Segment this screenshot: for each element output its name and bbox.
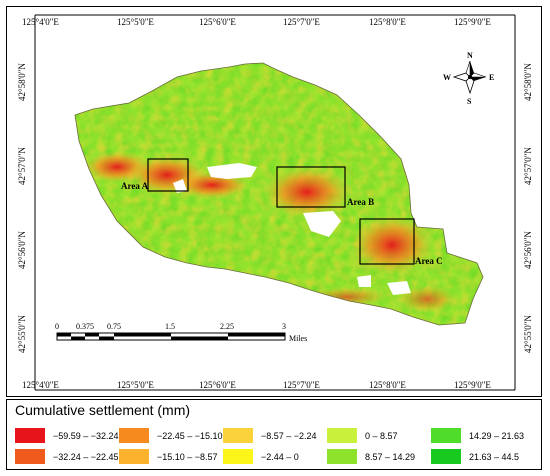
legend-label: −22.45 – −15.10: [157, 430, 223, 441]
legend-swatch: [431, 428, 461, 443]
legend-item: 14.29 – 21.63: [431, 428, 524, 443]
scale-tick: 0.75: [107, 322, 121, 331]
lat-tick-right: 42°57'0"N: [523, 147, 533, 185]
legend-item: −32.24 – −22.45: [15, 449, 119, 464]
area-a-label: Area A: [121, 181, 149, 191]
legend-item: −15.10 – −8.57: [119, 449, 218, 464]
lon-tick-top: 125°7'0"E: [283, 17, 320, 27]
lon-tick-top: 125°5'0"E: [117, 17, 154, 27]
longitude-labels-bottom: 125°4'0"E 125°5'0"E 125°6'0"E 125°7'0"E …: [22, 380, 491, 390]
lon-tick-top: 125°6'0"E: [199, 17, 236, 27]
area-c: Area C: [359, 218, 443, 266]
area-b: Area B: [276, 166, 374, 208]
legend-item: −59.59 – −32.24: [15, 428, 119, 443]
lon-tick-top: 125°8'0"E: [369, 17, 406, 27]
scale-unit: Miles: [289, 334, 307, 343]
legend-swatch: [119, 428, 149, 443]
lon-tick-bottom: 125°6'0"E: [199, 380, 236, 390]
scale-tick: 0: [55, 322, 59, 331]
lat-tick-left: 42°57'0"N: [17, 147, 27, 185]
legend-label: 21.63 – 44.5: [469, 451, 520, 462]
legend-item: −2.44 – 0: [223, 449, 299, 464]
lat-tick-right: 42°55'0"N: [523, 315, 533, 353]
legend-item: −8.57 – −2.24: [223, 428, 317, 443]
latitude-labels-right: 42°58'0"N 42°57'0"N 42°56'0"N 42°55'0"N: [523, 63, 533, 353]
legend-label: −2.44 – 0: [261, 451, 299, 462]
lon-tick-top: 125°9'0"E: [454, 17, 491, 27]
lon-tick-bottom: 125°9'0"E: [454, 380, 491, 390]
legend-label: 0 – 8.57: [365, 430, 398, 441]
legend-swatch: [327, 449, 357, 464]
scale-bar: 0 0.375 0.75 1.5 2.25 3 Miles: [55, 322, 307, 343]
map-frame: Area A Area B Area C 125°4'0"E 125°5'0"E…: [6, 6, 542, 397]
lon-tick-bottom: 125°8'0"E: [369, 380, 406, 390]
legend-swatch: [223, 449, 253, 464]
lat-tick-left: 42°58'0"N: [17, 63, 27, 101]
scale-tick: 3: [282, 322, 286, 331]
lon-tick-bottom: 125°4'0"E: [22, 380, 59, 390]
legend-label: −8.57 – −2.24: [261, 430, 317, 441]
compass-w: W: [443, 73, 451, 82]
area-c-label: Area C: [415, 256, 443, 266]
area-b-label: Area B: [347, 197, 374, 207]
lat-tick-left: 42°55'0"N: [17, 315, 27, 353]
legend-swatch: [223, 428, 253, 443]
legend-label: 14.29 – 21.63: [469, 430, 525, 441]
compass-rose-icon: N S E W: [443, 51, 494, 106]
compass-s: S: [467, 97, 472, 106]
lat-tick-right: 42°58'0"N: [523, 63, 533, 101]
scale-tick: 2.25: [220, 322, 234, 331]
scale-tick: 0.375: [76, 322, 94, 331]
legend-swatch: [15, 428, 45, 443]
legend-label: −59.59 – −32.24: [53, 430, 119, 441]
compass-n: N: [467, 51, 473, 60]
region-boundary: [74, 62, 484, 326]
lat-tick-right: 42°56'0"N: [523, 231, 533, 269]
lon-tick-bottom: 125°7'0"E: [283, 380, 320, 390]
scale-tick: 1.5: [165, 322, 175, 331]
legend: Cumulative settlement (mm) −59.59 – −32.…: [6, 399, 542, 470]
lat-tick-left: 42°56'0"N: [17, 231, 27, 269]
legend-label: 8.57 – 14.29: [365, 451, 416, 462]
legend-swatch: [15, 449, 45, 464]
legend-label: −32.24 – −22.45: [53, 451, 119, 462]
legend-item: 21.63 – 44.5: [431, 449, 519, 464]
settlement-map: Area A Area B Area C 125°4'0"E 125°5'0"E…: [17, 14, 533, 391]
compass-e: E: [489, 73, 494, 82]
lon-tick-top: 125°4'0"E: [22, 17, 59, 27]
graticule: [34, 14, 516, 391]
longitude-labels-top: 125°4'0"E 125°5'0"E 125°6'0"E 125°7'0"E …: [22, 17, 491, 27]
legend-item: −22.45 – −15.10: [119, 428, 223, 443]
legend-title: Cumulative settlement (mm): [15, 402, 191, 418]
legend-item: 0 – 8.57: [327, 428, 398, 443]
study-region: [75, 63, 483, 325]
latitude-labels-left: 42°58'0"N 42°57'0"N 42°56'0"N 42°55'0"N: [17, 63, 27, 353]
legend-swatch: [119, 449, 149, 464]
legend-item: 8.57 – 14.29: [327, 449, 415, 464]
area-a: Area A: [121, 158, 189, 192]
legend-swatch: [327, 428, 357, 443]
legend-label: −15.10 – −8.57: [157, 451, 218, 462]
legend-swatch: [431, 449, 461, 464]
lon-tick-bottom: 125°5'0"E: [117, 380, 154, 390]
